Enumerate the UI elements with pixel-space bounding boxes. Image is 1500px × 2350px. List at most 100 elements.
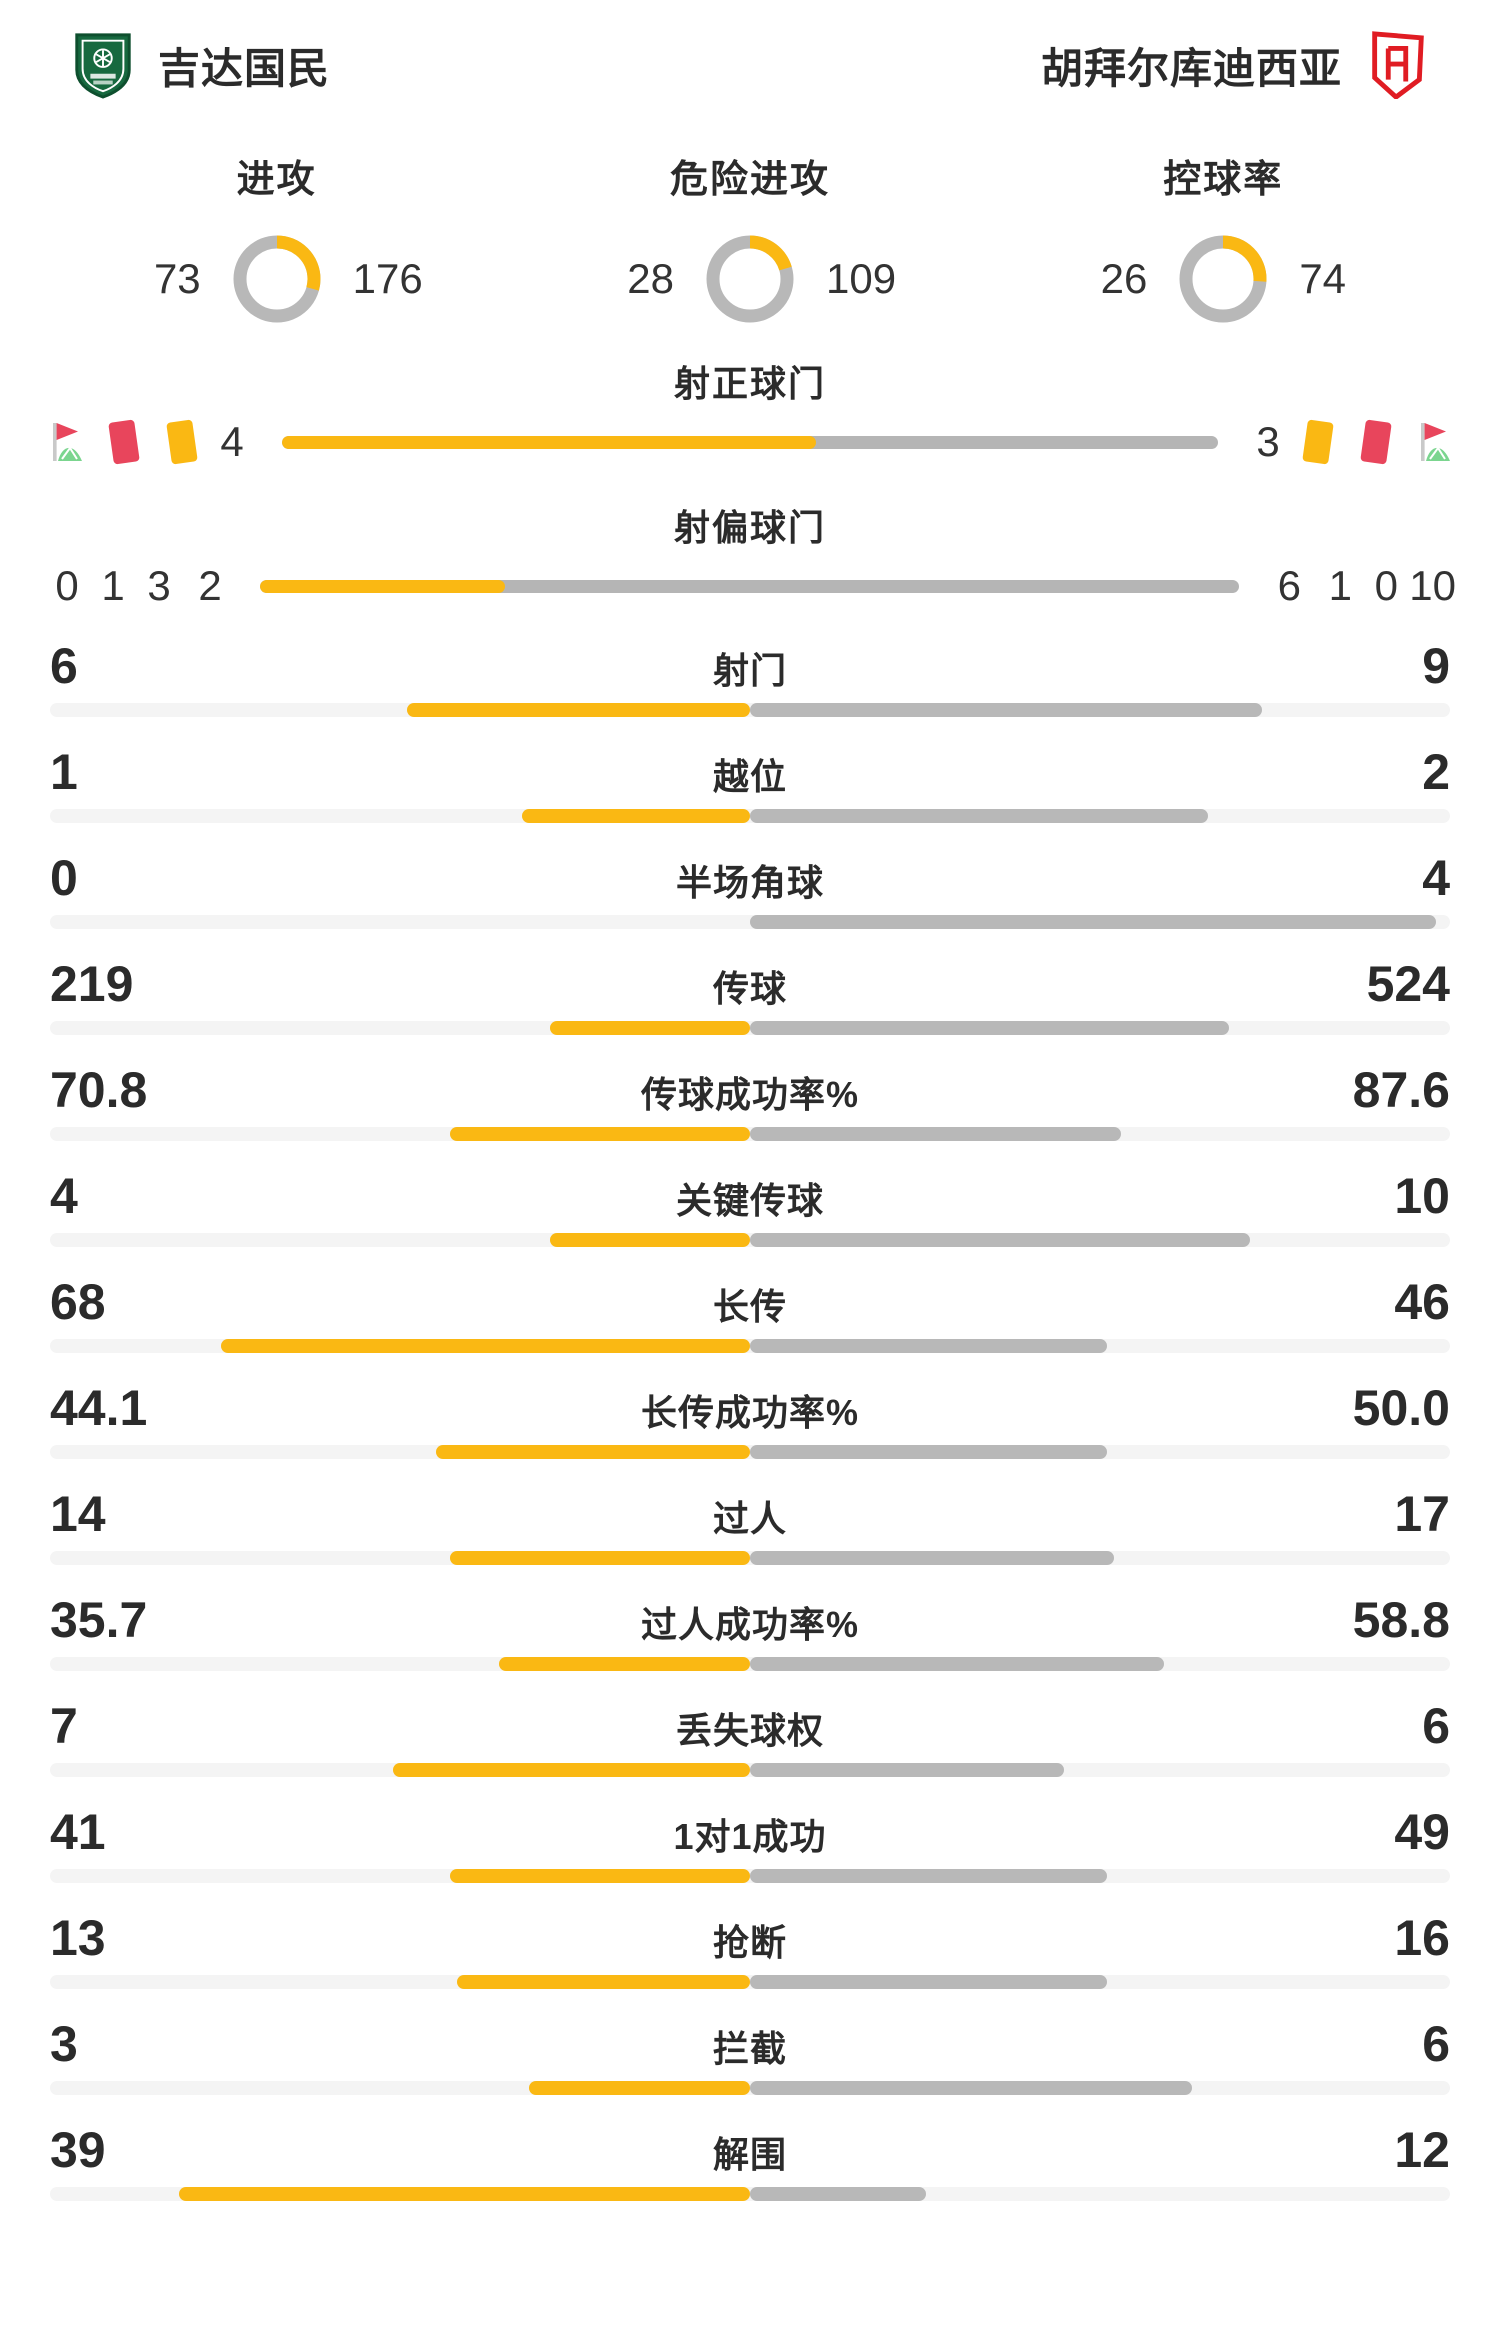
stat-label: 丢失球权 xyxy=(675,1710,824,1751)
yellow-card-icon xyxy=(166,419,198,465)
stat-bar-track xyxy=(50,809,1450,823)
stat-home-value: 35.7 xyxy=(50,1592,148,1648)
stat-bar-track xyxy=(50,1233,1450,1247)
red-card-icon xyxy=(108,419,140,465)
shots-off-target-away-value: 6 xyxy=(1277,562,1301,609)
yellow-card-icon xyxy=(1302,419,1334,465)
away-corner-count: 10 xyxy=(1409,562,1456,609)
stat-home-value: 4 xyxy=(50,1168,78,1224)
donut-possession-home-value: 26 xyxy=(1100,255,1148,302)
home-red-card-count: 1 xyxy=(101,562,125,609)
stat-bar-home-fill xyxy=(178,2187,750,2201)
stat-row-header: 68 长传 46 xyxy=(50,1273,1450,1339)
stat-bar-home-fill xyxy=(436,1445,750,1459)
stat-bar-home-fill xyxy=(450,1551,750,1565)
stat-bar-away-fill xyxy=(750,1763,1064,1777)
stat-row-header: 70.8 传球成功率% 87.6 xyxy=(50,1061,1450,1127)
stat-bar-home-fill xyxy=(549,1233,750,1247)
stat-bar-track xyxy=(50,1021,1450,1035)
stat-bar-away-fill xyxy=(750,809,1208,823)
stat-bar-away-fill xyxy=(750,1127,1121,1141)
home-yellow-card-count: 3 xyxy=(147,562,171,609)
stat-label: 射门 xyxy=(712,650,787,691)
stat-row-header: 14 过人 17 xyxy=(50,1485,1450,1551)
shots-off-target-label: 射偏球门 xyxy=(673,507,826,548)
stat-row: 4 关键传球 10 xyxy=(50,1163,1450,1269)
stat-bar-away-fill xyxy=(750,1869,1107,1883)
stat-bar-away-fill xyxy=(750,1021,1229,1035)
stat-bar-track xyxy=(50,1975,1450,1989)
stat-label: 传球成功率% xyxy=(640,1074,859,1115)
donut-dangerous-attack: 危险进攻 28 109 xyxy=(530,148,970,329)
stat-row: 39 解围 12 xyxy=(50,2117,1450,2223)
stat-bar-home-fill xyxy=(528,2081,750,2095)
stat-row-header: 219 传球 524 xyxy=(50,955,1450,1021)
shots-off-target-row: 0 1 3 2 6 1 0 10 xyxy=(44,555,1456,617)
stat-bar-track xyxy=(50,915,1450,929)
stat-bar-home-fill xyxy=(220,1339,750,1353)
stat-label: 长传成功率% xyxy=(640,1392,859,1433)
shots-off-target-bar xyxy=(260,579,1240,593)
stat-bar-track xyxy=(50,703,1450,717)
shots-on-target-bar-fill xyxy=(282,435,817,449)
shots-on-target-block: 射正球门 4 3 xyxy=(0,355,1500,473)
stat-home-value: 14 xyxy=(50,1486,106,1542)
stat-bar-away-fill xyxy=(750,703,1263,717)
home-discipline-icons xyxy=(44,415,204,469)
stat-home-value: 1 xyxy=(50,744,78,800)
stat-label: 拦截 xyxy=(712,2028,787,2069)
stat-home-value: 219 xyxy=(50,956,134,1012)
stat-home-value: 41 xyxy=(50,1804,106,1860)
stat-away-value: 50.0 xyxy=(1352,1380,1450,1436)
stat-row: 3 拦截 6 xyxy=(50,2011,1450,2117)
stat-row-header: 1 越位 2 xyxy=(50,743,1450,809)
stat-bar-track xyxy=(50,1445,1450,1459)
stat-bar-track xyxy=(50,1339,1450,1353)
corner-flag-icon xyxy=(53,423,82,461)
stat-bar-track xyxy=(50,1551,1450,1565)
shots-on-target-row: 4 3 xyxy=(44,411,1456,473)
stat-home-value: 3 xyxy=(50,2016,78,2072)
shots-off-target-home-value: 2 xyxy=(198,562,222,609)
shots-on-target-away-value: 3 xyxy=(1256,418,1280,465)
stat-row-header: 41 1对1成功 49 xyxy=(50,1803,1450,1869)
stat-away-value: 524 xyxy=(1366,956,1450,1012)
stat-row: 219 传球 524 xyxy=(50,951,1450,1057)
stat-bar-track xyxy=(50,1127,1450,1141)
stat-bar-away-fill xyxy=(750,1551,1114,1565)
stat-row: 7 丢失球权 6 xyxy=(50,1693,1450,1799)
stat-home-value: 0 xyxy=(50,850,78,906)
stat-bar-away-fill xyxy=(750,915,1436,929)
stat-bar-home-fill xyxy=(457,1975,750,1989)
stat-label: 传球 xyxy=(712,968,787,1009)
stat-label: 1对1成功 xyxy=(673,1816,827,1857)
donut-dangerous-attack-home-value: 28 xyxy=(627,255,674,302)
stat-row: 44.1 长传成功率% 50.0 xyxy=(50,1375,1450,1481)
stat-bar-track xyxy=(50,1869,1450,1883)
stat-row-header: 4 关键传球 10 xyxy=(50,1167,1450,1233)
stat-bar-track xyxy=(50,1657,1450,1671)
stat-away-value: 9 xyxy=(1422,638,1450,694)
shots-on-target-home-value: 4 xyxy=(220,418,244,465)
stat-row: 70.8 传球成功率% 87.6 xyxy=(50,1057,1450,1163)
red-card-icon xyxy=(1360,419,1392,465)
away-crest-icon xyxy=(1372,31,1424,99)
stat-away-value: 16 xyxy=(1394,1910,1450,1966)
stat-bar-away-fill xyxy=(750,2081,1193,2095)
stat-row: 41 1对1成功 49 xyxy=(50,1799,1450,1905)
stat-away-value: 49 xyxy=(1394,1804,1450,1860)
shots-off-target-bar-fill xyxy=(260,579,505,593)
stat-away-value: 17 xyxy=(1394,1486,1450,1542)
donut-stats-group: 进攻 73 176 危险进攻 28 109 控球率 xyxy=(0,130,1500,329)
stat-label: 半场角球 xyxy=(675,862,824,903)
stat-bar-home-fill xyxy=(407,703,750,717)
stat-home-value: 70.8 xyxy=(50,1062,148,1118)
donut-dangerous-attack-chart xyxy=(706,235,794,323)
stat-row-header: 7 丢失球权 6 xyxy=(50,1697,1450,1763)
stat-row-header: 35.7 过人成功率% 58.8 xyxy=(50,1591,1450,1657)
away-team: 胡拜尔库迪西亚 xyxy=(1041,31,1428,99)
donut-possession-label: 控球率 xyxy=(1163,159,1284,201)
donut-attack-away-value: 176 xyxy=(352,255,423,302)
away-team-name: 胡拜尔库迪西亚 xyxy=(1040,44,1342,92)
